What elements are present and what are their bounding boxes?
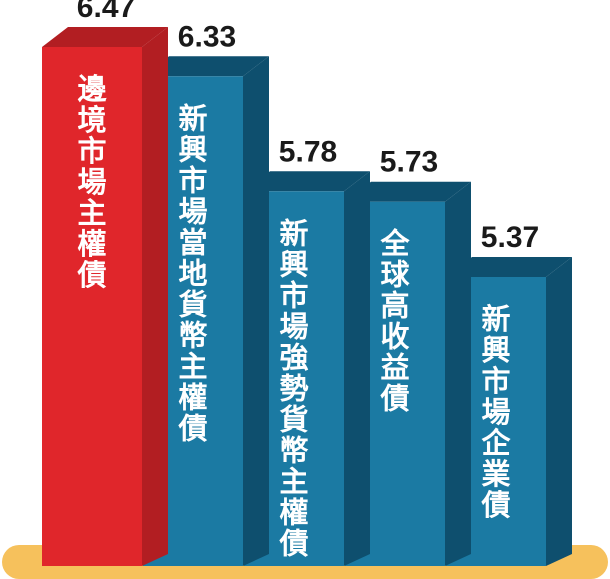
category-label-2: 新興市場當地貨幣主權債 — [177, 101, 207, 445]
bar-top — [42, 27, 168, 47]
bar-1 — [42, 27, 168, 566]
value-label-5: 5.37 — [481, 221, 539, 254]
value-label-1: 6.47 — [77, 0, 135, 24]
bar-side — [142, 27, 168, 566]
value-labels: 5.37 5.73 5.78 6.33 6.47 — [77, 0, 539, 254]
value-label-3: 5.78 — [279, 135, 337, 168]
bar-side — [546, 257, 572, 566]
category-label-3: 新興市場強勢貨幣主權債 — [278, 216, 308, 560]
bar-top — [446, 257, 572, 277]
category-label-4: 全球高收益債 — [379, 227, 410, 416]
value-label-4: 5.73 — [380, 146, 438, 179]
category-label-5: 新興市場企業債 — [480, 302, 511, 522]
bar-top — [244, 171, 370, 192]
bars — [42, 27, 572, 567]
value-label-2: 6.33 — [178, 20, 236, 53]
bar-top — [143, 56, 269, 77]
bar-side — [344, 171, 370, 567]
bar-side — [243, 56, 269, 566]
bar-front — [42, 47, 142, 566]
bar-side — [445, 181, 471, 566]
bar-top — [345, 181, 471, 202]
category-label-1: 邊境市場主權債 — [76, 72, 107, 292]
category-labels: 新興市場企業債 全球高收益債 新興市場強勢貨幣主權債 新興市場當地貨幣主權債 邊境市場主… — [76, 72, 511, 560]
